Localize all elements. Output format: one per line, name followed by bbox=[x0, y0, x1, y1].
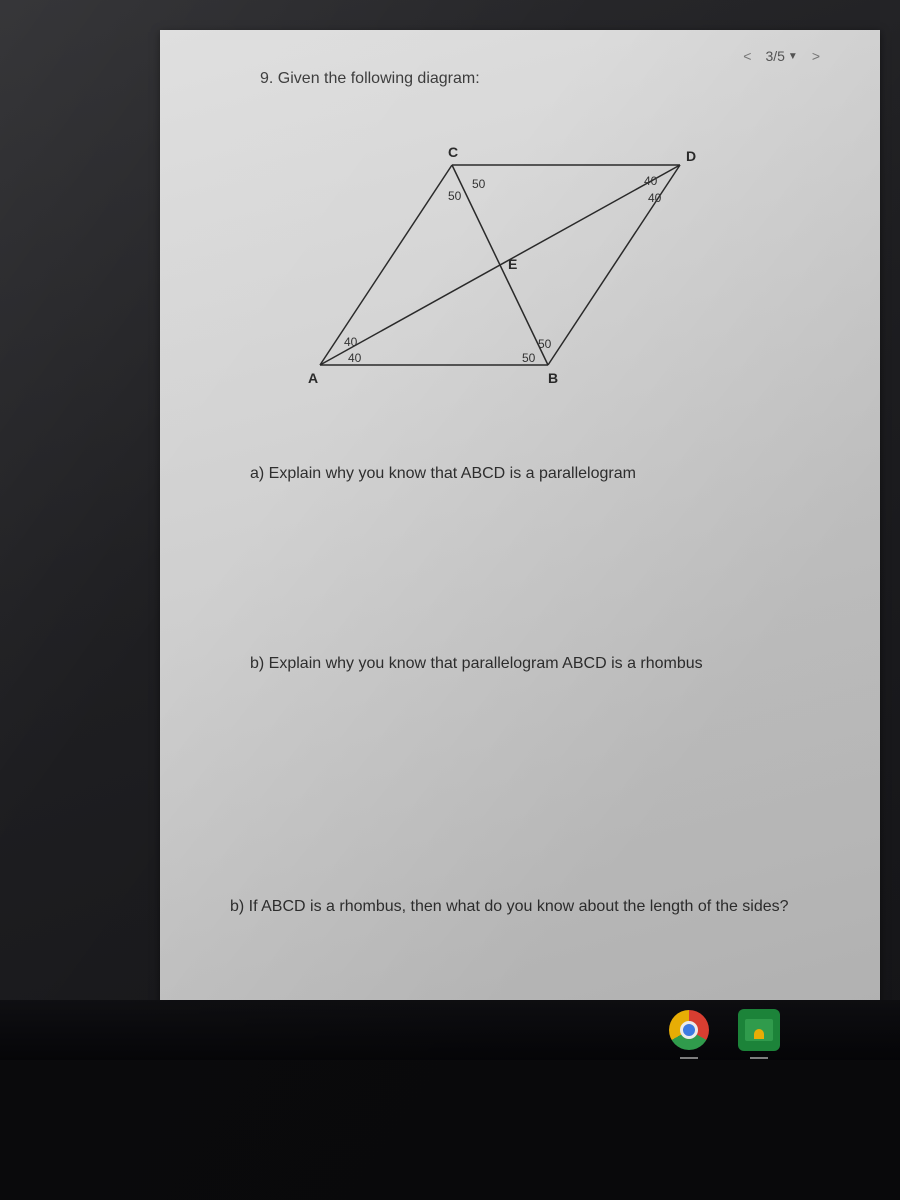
diagram-svg: 5050404040405050 ABCDE bbox=[300, 140, 720, 400]
chevron-down-icon: ▼ bbox=[788, 51, 798, 62]
angle-label: 40 bbox=[344, 335, 358, 349]
angle-label: 50 bbox=[472, 177, 486, 191]
question-number: 9. bbox=[260, 70, 273, 87]
page-indicator-dropdown[interactable]: 3/5 ▼ bbox=[765, 48, 797, 64]
vertex-label-b: B bbox=[548, 370, 558, 386]
angle-label: 40 bbox=[648, 191, 662, 205]
angle-label: 40 bbox=[644, 174, 658, 188]
page-indicator-text: 3/5 bbox=[765, 48, 784, 64]
classroom-icon-person bbox=[754, 1029, 764, 1039]
active-app-indicator bbox=[680, 1057, 698, 1059]
angle-label: 50 bbox=[522, 351, 536, 365]
chrome-icon-center bbox=[680, 1021, 698, 1039]
angle-label: 50 bbox=[448, 189, 462, 203]
active-app-indicator bbox=[750, 1057, 768, 1059]
question-part-a: a) Explain why you know that ABCD is a p… bbox=[250, 465, 636, 483]
next-page-button[interactable]: > bbox=[812, 48, 820, 64]
screen-photo-surface: < 3/5 ▼ > 9. Given the following diagram… bbox=[0, 0, 900, 1200]
diagram-edge bbox=[320, 165, 452, 365]
question-part-c: b) If ABCD is a rhombus, then what do yo… bbox=[230, 898, 789, 916]
diagram-edge bbox=[452, 165, 548, 365]
classroom-icon bbox=[738, 1009, 780, 1051]
below-screen-dark-area bbox=[0, 1060, 900, 1200]
geometry-diagram: 5050404040405050 ABCDE bbox=[300, 140, 720, 400]
vertex-label-e: E bbox=[508, 256, 517, 272]
classroom-app-icon[interactable] bbox=[738, 1009, 780, 1051]
vertex-label-d: D bbox=[686, 148, 696, 164]
prev-page-button[interactable]: < bbox=[743, 48, 751, 64]
classroom-icon-board bbox=[745, 1019, 773, 1041]
question-prompt-text: Given the following diagram: bbox=[278, 70, 480, 87]
document-page: < 3/5 ▼ > 9. Given the following diagram… bbox=[160, 30, 880, 1010]
question-part-b: b) Explain why you know that parallelogr… bbox=[250, 655, 703, 673]
angle-label: 50 bbox=[538, 337, 552, 351]
taskbar bbox=[0, 1000, 900, 1060]
question-header: 9. Given the following diagram: bbox=[260, 70, 480, 88]
page-navigation: < 3/5 ▼ > bbox=[743, 48, 820, 64]
vertex-label-c: C bbox=[448, 144, 458, 160]
chrome-icon bbox=[669, 1010, 709, 1050]
chrome-app-icon[interactable] bbox=[668, 1009, 710, 1051]
vertex-label-a: A bbox=[308, 370, 318, 386]
angle-label: 40 bbox=[348, 351, 362, 365]
